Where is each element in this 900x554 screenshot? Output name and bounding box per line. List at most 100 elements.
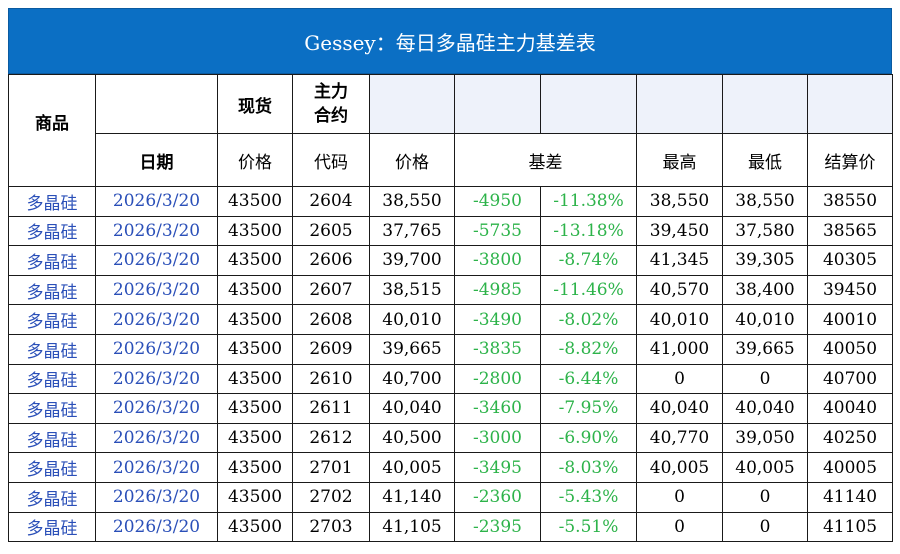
product-cell[interactable]: 多晶硅 [8, 452, 96, 483]
spot-price-cell: 43500 [217, 452, 293, 483]
high-cell: 0 [636, 481, 723, 513]
contract-price-cell: 41,140 [369, 481, 455, 513]
low-cell: 38,400 [722, 274, 808, 306]
basis-pct-cell: -6.90% [540, 422, 637, 454]
high-cell: 40,040 [636, 393, 723, 424]
product-cell[interactable]: 多晶硅 [8, 215, 96, 247]
header-blank [95, 74, 218, 134]
product-cell[interactable]: 多晶硅 [8, 481, 96, 513]
settle-cell: 41105 [807, 511, 893, 543]
date-cell[interactable]: 2026/3/20 [95, 422, 218, 454]
settle-cell: 38565 [807, 215, 893, 247]
basis-pct-cell: -5.51% [540, 511, 637, 543]
header-main-contract: 主力 合约 [292, 74, 370, 134]
product-cell[interactable]: 多晶硅 [8, 393, 96, 424]
header-settle: 结算价 [807, 133, 893, 187]
product-cell[interactable]: 多晶硅 [8, 245, 96, 276]
date-cell[interactable]: 2026/3/20 [95, 304, 218, 335]
product-cell[interactable]: 多晶硅 [8, 422, 96, 454]
table-row: 多晶硅 2026/3/20 43500 2605 37,765 -5735 -13.18% 3… [8, 215, 893, 247]
date-cell[interactable]: 2026/3/20 [95, 452, 218, 483]
spot-price-cell: 43500 [217, 363, 293, 395]
product-cell[interactable]: 多晶硅 [8, 304, 96, 335]
basis-cell: -4950 [454, 186, 541, 217]
basis-cell: -3495 [454, 452, 541, 483]
spot-price-cell: 43500 [217, 333, 293, 365]
basis-pct-cell: -8.03% [540, 452, 637, 483]
spot-price-cell: 43500 [217, 215, 293, 247]
contract-price-cell: 40,005 [369, 452, 455, 483]
low-cell: 40,010 [722, 304, 808, 335]
basis-cell: -5735 [454, 215, 541, 247]
contract-code-cell: 2701 [292, 452, 370, 483]
settle-cell: 38550 [807, 186, 893, 217]
low-cell: 0 [722, 363, 808, 395]
high-cell: 38,550 [636, 186, 723, 217]
header-basis: 基差 [454, 133, 637, 187]
low-cell: 40,040 [722, 393, 808, 424]
product-cell[interactable]: 多晶硅 [8, 274, 96, 306]
basis-pct-cell: -7.95% [540, 393, 637, 424]
basis-cell: -4985 [454, 274, 541, 306]
basis-cell: -2395 [454, 511, 541, 543]
contract-code-cell: 2608 [292, 304, 370, 335]
header-high: 最高 [636, 133, 723, 187]
date-cell[interactable]: 2026/3/20 [95, 481, 218, 513]
table-row: 多晶硅 2026/3/20 43500 2612 40,500 -3000 -6.90% 40… [8, 422, 893, 454]
contract-code-cell: 2702 [292, 481, 370, 513]
high-cell: 40,005 [636, 452, 723, 483]
settle-cell: 40250 [807, 422, 893, 454]
header-product-cont [8, 133, 96, 187]
contract-code-cell: 2609 [292, 333, 370, 365]
date-cell[interactable]: 2026/3/20 [95, 274, 218, 306]
basis-pct-cell: -8.74% [540, 245, 637, 276]
basis-cell: -2800 [454, 363, 541, 395]
header-pale-cell [722, 74, 808, 134]
contract-price-cell: 39,665 [369, 333, 455, 365]
settle-cell: 40010 [807, 304, 893, 335]
date-cell[interactable]: 2026/3/20 [95, 333, 218, 365]
contract-price-cell: 39,700 [369, 245, 455, 276]
low-cell: 39,665 [722, 333, 808, 365]
spot-price-cell: 43500 [217, 274, 293, 306]
page-title: Gessey：每日多晶硅主力基差表 [8, 8, 892, 74]
low-cell: 0 [722, 481, 808, 513]
product-cell[interactable]: 多晶硅 [8, 511, 96, 543]
settle-cell: 39450 [807, 274, 893, 306]
header-spot: 现货 [217, 74, 293, 134]
high-cell: 0 [636, 511, 723, 543]
header-row-top: 商品 现货 主力 合约 [8, 74, 893, 134]
contract-price-cell: 40,010 [369, 304, 455, 335]
basis-pct-cell: -6.44% [540, 363, 637, 395]
table-row: 多晶硅 2026/3/20 43500 2701 40,005 -3495 -8.03% 40… [8, 452, 893, 483]
date-cell[interactable]: 2026/3/20 [95, 511, 218, 543]
table-row: 多晶硅 2026/3/20 43500 2607 38,515 -4985 -11.46% 4… [8, 274, 893, 306]
date-cell[interactable]: 2026/3/20 [95, 393, 218, 424]
table-body: 多晶硅 2026/3/20 43500 2604 38,550 -4950 -11.38% 3… [8, 186, 893, 543]
low-cell: 40,005 [722, 452, 808, 483]
product-cell[interactable]: 多晶硅 [8, 363, 96, 395]
low-cell: 38,550 [722, 186, 808, 217]
spot-price-cell: 43500 [217, 393, 293, 424]
contract-price-cell: 40,040 [369, 393, 455, 424]
basis-cell: -2360 [454, 481, 541, 513]
basis-cell: -3000 [454, 422, 541, 454]
header-spot-price: 价格 [217, 133, 293, 187]
product-cell[interactable]: 多晶硅 [8, 186, 96, 217]
date-cell[interactable]: 2026/3/20 [95, 215, 218, 247]
header-pale-cell [636, 74, 723, 134]
date-cell[interactable]: 2026/3/20 [95, 186, 218, 217]
date-cell[interactable]: 2026/3/20 [95, 363, 218, 395]
contract-price-cell: 37,765 [369, 215, 455, 247]
settle-cell: 41140 [807, 481, 893, 513]
product-cell[interactable]: 多晶硅 [8, 333, 96, 365]
table-row: 多晶硅 2026/3/20 43500 2604 38,550 -4950 -11.38% 3… [8, 186, 893, 217]
date-cell[interactable]: 2026/3/20 [95, 245, 218, 276]
contract-price-cell: 41,105 [369, 511, 455, 543]
header-pale-cell [807, 74, 893, 134]
contract-code-cell: 2605 [292, 215, 370, 247]
high-cell: 39,450 [636, 215, 723, 247]
low-cell: 39,050 [722, 422, 808, 454]
high-cell: 41,000 [636, 333, 723, 365]
high-cell: 41,345 [636, 245, 723, 276]
